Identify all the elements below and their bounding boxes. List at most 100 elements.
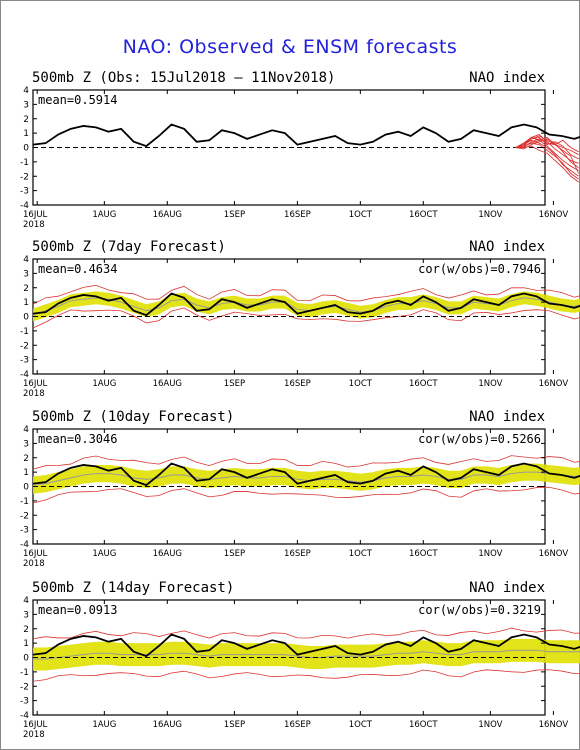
x-tick-label: 1NOV	[478, 720, 502, 730]
y-tick-label: -2	[20, 341, 29, 351]
y-tick-label: 3	[23, 439, 29, 449]
panel-title: 500mb Z (Obs: 15Jul2018 – 11Nov2018)	[32, 70, 335, 86]
panel-right-title: NAO index	[469, 580, 545, 596]
x-tick-label: 16SEP	[284, 379, 311, 389]
x-tick-label: 16NOV	[539, 379, 569, 389]
x-tick-label: 1AUG	[92, 720, 116, 730]
y-tick-label: -4	[20, 201, 29, 211]
mean-label: mean=0.4634	[38, 262, 117, 276]
y-tick-label: 0	[23, 313, 29, 323]
y-tick-label: 0	[23, 654, 29, 664]
ensemble-lower-line	[32, 669, 580, 682]
x-tick-label: 16OCT	[409, 720, 438, 730]
panel-title: 500mb Z (7day Forecast)	[32, 239, 226, 255]
x-tick-label: 1SEP	[224, 210, 245, 220]
observed-nao-line	[32, 123, 580, 148]
forecast-mean-line	[33, 649, 580, 660]
y-tick-label: 4	[23, 596, 29, 606]
x-tick-label: 1SEP	[224, 379, 245, 389]
panel-4: 500mb Z (14day Forecast) NAO index 4 3 2 1 0 -1…	[20, 580, 580, 740]
x-tick-label: 1OCT	[349, 379, 373, 389]
y-tick-label: 0	[23, 483, 29, 493]
x-tick-label: 16AUG	[153, 720, 182, 730]
y-tick-label: -4	[20, 540, 29, 550]
y-tick-label: -3	[20, 187, 29, 197]
x-tick-label: 16AUG	[153, 549, 182, 559]
x-tick-label: 16JUL	[23, 549, 48, 559]
x-tick-label: 16NOV	[539, 720, 569, 730]
ensemble-member-line	[515, 145, 579, 183]
panel-right-title: NAO index	[469, 409, 545, 425]
x-tick-label: 16SEP	[284, 720, 311, 730]
y-tick-label: 4	[23, 255, 29, 265]
forecast-band	[33, 638, 580, 671]
y-tick-label: -1	[20, 158, 29, 168]
ensemble-lower-line	[32, 486, 580, 504]
y-tick-label: -3	[20, 526, 29, 536]
x-tick-label: 16AUG	[153, 379, 182, 389]
correlation-label: cor(w/obs)=0.7946	[418, 262, 541, 276]
x-tick-label: 16JUL	[23, 720, 48, 730]
main-title: NAO: Observed & ENSM forecasts	[122, 36, 458, 58]
panel-3: 500mb Z (10day Forecast) NAO index 4 3 2 1 0 -1…	[20, 409, 580, 569]
y-tick-label: -1	[20, 497, 29, 507]
y-tick-label: -3	[20, 697, 29, 707]
y-tick-label: -4	[20, 370, 29, 380]
x-tick-label: 16SEP	[284, 549, 311, 559]
x-year-label: 2018	[23, 730, 45, 740]
mean-label: mean=0.0913	[38, 603, 117, 617]
x-tick-label: 16JUL	[23, 379, 48, 389]
x-tick-label: 1SEP	[224, 720, 245, 730]
ensemble-member-line	[515, 138, 579, 168]
x-tick-label: 16SEP	[284, 210, 311, 220]
y-tick-label: 1	[23, 639, 29, 649]
y-tick-label: 4	[23, 425, 29, 435]
ensemble-upper-line	[32, 284, 580, 305]
y-tick-label: 1	[23, 468, 29, 478]
y-tick-label: -2	[20, 682, 29, 692]
y-tick-label: 1	[23, 298, 29, 308]
y-tick-label: 3	[23, 269, 29, 279]
y-tick-label: 0	[23, 144, 29, 154]
x-tick-label: 16JUL	[23, 210, 48, 220]
x-tick-label: 1AUG	[92, 549, 116, 559]
y-tick-label: 2	[23, 115, 29, 125]
ensemble-member-line	[515, 136, 579, 174]
x-year-label: 2018	[23, 220, 45, 230]
ensemble-member-line	[515, 136, 579, 160]
panel-2: 500mb Z (7day Forecast) NAO index 4 3 2 1 0 -1 -…	[20, 239, 580, 399]
y-tick-label: -1	[20, 327, 29, 337]
ensemble-member-line	[515, 138, 579, 153]
x-tick-label: 1NOV	[478, 379, 502, 389]
forecast-mean-line	[32, 297, 580, 316]
y-tick-label: -2	[20, 172, 29, 182]
x-tick-label: 1OCT	[349, 210, 373, 220]
panel-title: 500mb Z (14day Forecast)	[32, 580, 234, 596]
x-tick-label: 16OCT	[409, 549, 438, 559]
x-year-label: 2018	[23, 559, 45, 569]
observed-nao-line	[32, 292, 580, 317]
x-tick-label: 16OCT	[409, 210, 438, 220]
x-tick-label: 1OCT	[349, 720, 373, 730]
x-tick-label: 1AUG	[92, 379, 116, 389]
x-tick-label: 1SEP	[224, 549, 245, 559]
x-tick-label: 16NOV	[539, 210, 569, 220]
ensemble-upper-line	[32, 455, 580, 470]
x-year-label: 2018	[23, 389, 45, 399]
mean-label: mean=0.3046	[38, 432, 117, 446]
y-tick-label: 3	[23, 610, 29, 620]
panel-1: 500mb Z (Obs: 15Jul2018 – 11Nov2018) NAO …	[20, 70, 580, 230]
y-tick-label: 2	[23, 454, 29, 464]
forecast-band	[33, 291, 580, 322]
x-tick-label: 16AUG	[153, 210, 182, 220]
y-tick-label: -2	[20, 511, 29, 521]
y-tick-label: 4	[23, 86, 29, 96]
x-tick-label: 1NOV	[478, 210, 502, 220]
x-tick-label: 1OCT	[349, 549, 373, 559]
ensemble-upper-line	[32, 627, 580, 640]
observed-nao-line	[32, 633, 580, 658]
y-tick-label: 1	[23, 129, 29, 139]
panel-title: 500mb Z (10day Forecast)	[32, 409, 234, 425]
y-tick-label: -1	[20, 668, 29, 678]
